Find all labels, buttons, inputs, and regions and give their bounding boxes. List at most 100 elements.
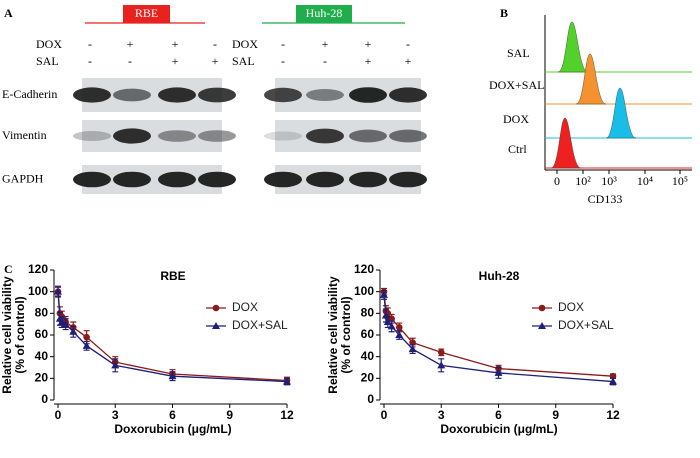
x-tick-label: 0 — [554, 174, 560, 188]
treatment-sign: + — [212, 54, 219, 68]
treatment-name: SAL — [36, 54, 59, 68]
y-tick-label: 80 — [361, 306, 375, 320]
group-box — [123, 5, 170, 23]
blot-band — [73, 87, 111, 103]
y-tick-label: 20 — [35, 371, 49, 385]
treatment-name: DOX — [36, 37, 62, 51]
histogram-label: DOX+SAL — [489, 78, 544, 92]
y-tick-label: 100 — [354, 284, 374, 298]
treatment-sign: - — [88, 37, 92, 51]
treatment-sign: + — [365, 37, 372, 51]
marker — [168, 372, 177, 380]
blot-band — [158, 87, 196, 103]
panel-label: A — [4, 6, 13, 20]
y-tick-label: 0 — [367, 392, 374, 406]
x-tick-label: 0 — [55, 408, 62, 422]
blot-band — [264, 131, 302, 141]
x-tick-label: 12 — [606, 408, 620, 422]
histogram — [605, 87, 637, 139]
treatment-sign: - — [213, 37, 217, 51]
y-label: (% of control) — [13, 296, 27, 373]
legend-marker — [212, 322, 220, 329]
blot-label: GAPDH — [2, 171, 44, 185]
x-tick-label: 3 — [438, 408, 445, 422]
blot-band — [306, 89, 344, 101]
blot-band — [113, 128, 151, 144]
y-tick-label: 40 — [35, 349, 49, 363]
marker — [437, 361, 446, 369]
marker — [494, 368, 503, 376]
marker — [111, 361, 120, 369]
group-name: Huh-28 — [306, 6, 343, 20]
x-tick-label: 10² — [575, 174, 591, 188]
y-tick-label: 120 — [28, 262, 48, 276]
blot-membrane — [82, 120, 222, 152]
treatment-sign: + — [405, 54, 412, 68]
treatment-sign: + — [172, 37, 179, 51]
x-tick-label: 9 — [226, 408, 233, 422]
blot-label: E-Cadherin — [2, 87, 57, 101]
legend-marker — [538, 304, 546, 312]
x-tick-label: 3 — [112, 408, 119, 422]
histogram — [550, 117, 582, 169]
treatment-sign: - — [128, 54, 132, 68]
y-tick-label: 100 — [28, 284, 48, 298]
legend-label: DOX — [232, 300, 258, 314]
treatment-sign: - — [406, 37, 410, 51]
histogram-label: Ctrl — [508, 142, 527, 156]
y-tick-label: 120 — [354, 262, 374, 276]
legend-label: DOX+SAL — [232, 318, 288, 332]
y-tick-label: 0 — [41, 392, 48, 406]
y-label: Relative cell viability — [0, 276, 14, 394]
y-tick-label: 60 — [35, 327, 49, 341]
group-box — [296, 5, 352, 23]
treatment-sign: - — [281, 54, 285, 68]
blot-band — [306, 128, 344, 144]
x-tick-label: 10⁵ — [672, 174, 688, 188]
blot-band — [389, 129, 427, 143]
x-tick-label: 6 — [495, 408, 502, 422]
y-tick-label: 60 — [361, 327, 375, 341]
blot-band — [389, 87, 427, 103]
marker — [383, 318, 392, 325]
chart-title: Huh-28 — [479, 269, 520, 283]
marker — [609, 377, 617, 385]
marker — [57, 318, 66, 325]
y-tick-label: 40 — [361, 349, 375, 363]
x-tick-label: 6 — [169, 408, 176, 422]
histogram-label: DOX — [503, 112, 529, 126]
x-tick-label: 9 — [552, 408, 559, 422]
legend-marker — [212, 304, 220, 312]
marker — [387, 322, 396, 330]
blot-band — [113, 171, 151, 188]
blot-label: Vimentin — [2, 128, 47, 142]
y-tick-label: 20 — [361, 371, 375, 385]
panel-label: B — [500, 6, 508, 20]
marker — [380, 290, 388, 298]
blot-band — [113, 88, 151, 102]
blot-band — [198, 87, 236, 103]
x-tick-label: 10³ — [601, 174, 617, 188]
y-label: Relative cell viability — [326, 276, 340, 394]
blot-band — [264, 87, 302, 103]
blot-band — [349, 87, 387, 103]
x-label: CD133 — [588, 192, 623, 206]
treatment-sign: - — [323, 54, 327, 68]
chart-title: RBE — [160, 269, 185, 283]
blot-band — [73, 171, 111, 188]
marker — [437, 349, 445, 356]
panel-label: C — [4, 262, 13, 276]
treatment-sign: + — [172, 54, 179, 68]
histogram — [575, 53, 607, 105]
blot-band — [198, 130, 236, 142]
treatment-sign: - — [281, 37, 285, 51]
blot-band — [306, 171, 344, 188]
x-tick-label: 10⁴ — [637, 174, 653, 188]
blot-band — [349, 171, 387, 188]
treatment-name: DOX — [232, 37, 258, 51]
histogram-label: SAL — [507, 46, 530, 60]
blot-band — [158, 130, 196, 142]
marker — [283, 377, 291, 385]
